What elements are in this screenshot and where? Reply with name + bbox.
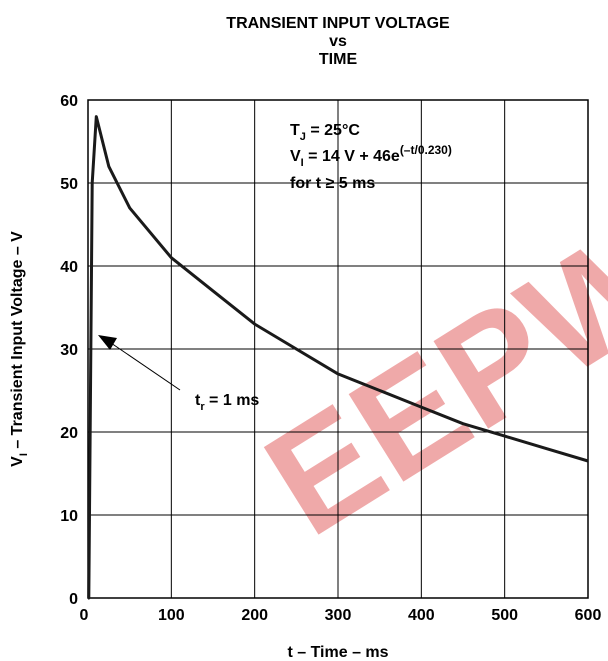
voltage-curve (87, 115, 589, 600)
plot-frame (87, 99, 589, 599)
chart-title-line-2: vs (329, 33, 347, 50)
y-tick-label: 20 (60, 425, 78, 442)
y-axis-label-sub: I (18, 453, 30, 456)
x-tick-label: 400 (408, 607, 435, 624)
y-tick-label: 30 (60, 342, 78, 359)
y-tick-label: 10 (60, 508, 78, 525)
annotation-tr-sub: r (200, 401, 205, 413)
annotation-tr-rest: = 1 ms (205, 392, 260, 409)
annotation-tr: tr = 1 ms (195, 392, 259, 413)
y-axis-label: VI – Transient Input Voltage – V (9, 231, 30, 467)
annotation-tj: TJ = 25°C (290, 122, 360, 143)
y-tick-label: 40 (60, 259, 78, 276)
y-tick-label: 0 (69, 591, 78, 608)
chart-title-line-3: TIME (319, 51, 358, 68)
chart-title-line-1: TRANSIENT INPUT VOLTAGE (226, 15, 450, 32)
annotation-vi: VI = 14 V + 46e(–t/0.230) (290, 143, 452, 169)
annotation-tj-sub: J (300, 131, 306, 143)
annotation-tj-rest: = 25°C (306, 122, 360, 139)
annotation-condition: for t ≥ 5 ms (290, 175, 375, 192)
x-tick-label: 600 (575, 607, 602, 624)
tr-arrow-line (110, 342, 181, 391)
tr-arrow-head (98, 335, 117, 350)
annotation-tj-main: T (290, 122, 300, 139)
x-tick-label: 200 (241, 607, 268, 624)
annotation-vi-rest: = 14 V + 46e (304, 148, 400, 165)
y-axis-label-main: V (9, 456, 26, 467)
x-tick-label: 300 (325, 607, 352, 624)
watermark: EEPW (238, 190, 608, 567)
annotation-vi-main: V (290, 148, 301, 165)
x-axis-label: t – Time – ms (287, 644, 388, 661)
x-tick-label: 500 (491, 607, 518, 624)
annotation-vi-sub: I (301, 157, 304, 169)
y-tick-labels: 0 10 20 30 40 50 60 (60, 93, 78, 608)
x-tick-label: 100 (158, 607, 185, 624)
y-axis-label-rest: – Transient Input Voltage – V (9, 231, 26, 453)
y-tick-label: 50 (60, 176, 78, 193)
annotation-vi-sup: (–t/0.230) (400, 143, 452, 157)
annotation-tr-main: t (195, 392, 201, 409)
y-tick-label: 60 (60, 93, 78, 110)
x-tick-label: 0 (80, 607, 89, 624)
x-tick-labels: 0 100 200 300 400 500 600 (80, 607, 602, 624)
